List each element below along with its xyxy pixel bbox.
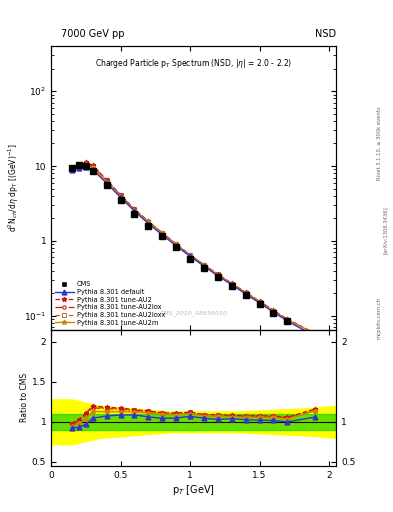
Legend: CMS, Pythia 8.301 default, Pythia 8.301 tune-AU2, Pythia 8.301 tune-AU2lox, Pyth: CMS, Pythia 8.301 default, Pythia 8.301 … xyxy=(54,280,167,327)
Text: [arXiv:1306.3436]: [arXiv:1306.3436] xyxy=(383,206,387,254)
Text: CMS_2010_S8656010: CMS_2010_S8656010 xyxy=(160,310,228,315)
Y-axis label: Ratio to CMS: Ratio to CMS xyxy=(20,373,29,422)
Text: mcplots.cern.ch: mcplots.cern.ch xyxy=(377,296,382,338)
Y-axis label: d$^{2}$N$_{ch}$/d$\eta$ dp$_{T}$ [(GeV)$^{-1}$]: d$^{2}$N$_{ch}$/d$\eta$ dp$_{T}$ [(GeV)$… xyxy=(7,144,21,232)
Text: NSD: NSD xyxy=(315,29,336,39)
Text: Charged Particle p$_T$ Spectrum (NSD, |$\eta$| = 2.0 - 2.2): Charged Particle p$_T$ Spectrum (NSD, |$… xyxy=(95,57,292,71)
Text: Rivet 3.1.10, ≥ 300k events: Rivet 3.1.10, ≥ 300k events xyxy=(377,106,382,180)
X-axis label: p$_{T}$ [GeV]: p$_{T}$ [GeV] xyxy=(172,482,215,497)
Text: 7000 GeV pp: 7000 GeV pp xyxy=(61,29,125,39)
